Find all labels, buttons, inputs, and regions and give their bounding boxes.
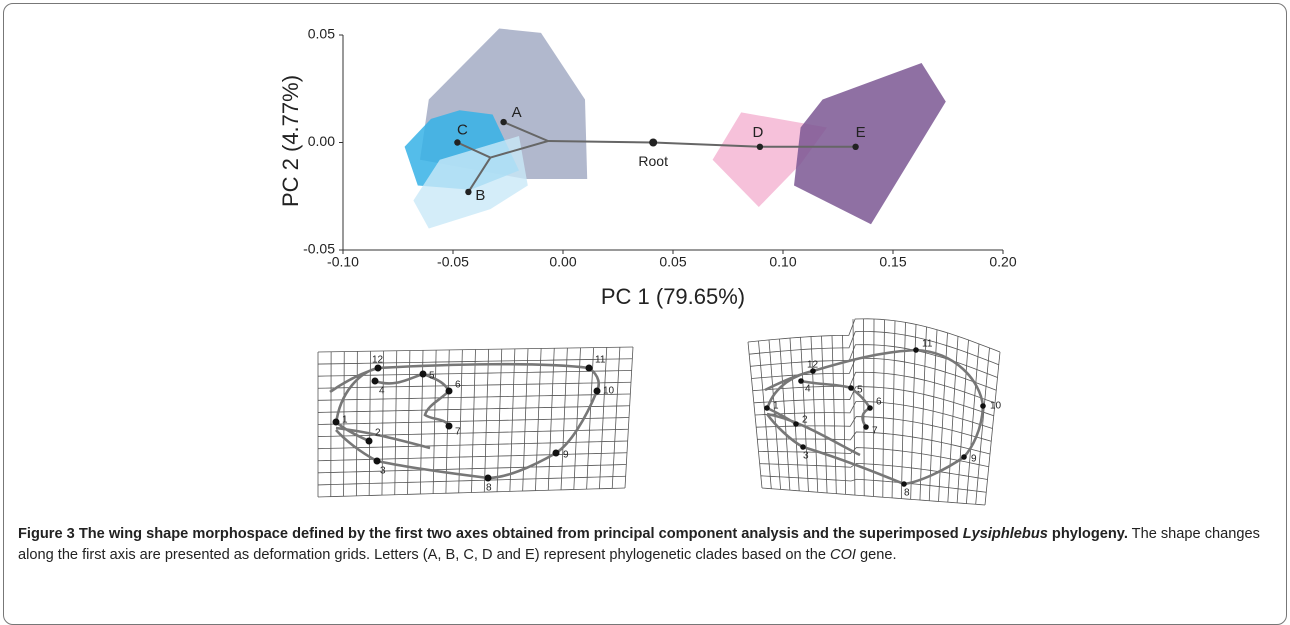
landmark-label: 6 <box>876 397 882 408</box>
landmark <box>420 371 427 378</box>
landmark <box>798 378 804 384</box>
landmark-label: 12 <box>807 360 819 371</box>
x-tick-label: 0.15 <box>879 254 906 270</box>
landmark-label: 7 <box>872 426 878 437</box>
landmark-label: 3 <box>803 451 809 462</box>
y-axis-title: PC 2 (4.77%) <box>278 75 303 207</box>
x-tick-label: 0.20 <box>989 254 1016 270</box>
x-tick-label: 0.00 <box>549 254 576 270</box>
landmark <box>374 458 381 465</box>
caption-run: COI <box>830 547 856 563</box>
landmark-label: 1 <box>342 415 348 426</box>
grid-line <box>901 322 905 498</box>
node-label: C <box>457 121 468 138</box>
landmark-label: 6 <box>455 380 461 391</box>
landmark-label: 10 <box>603 386 615 397</box>
grid-line <box>832 336 836 494</box>
landmark <box>961 454 967 460</box>
x-axis-title: PC 1 (79.65%) <box>601 284 745 309</box>
landmark-label: 3 <box>380 466 386 477</box>
landmark <box>553 450 560 457</box>
tree-node <box>649 139 657 147</box>
grid-line <box>883 320 885 498</box>
node-label: Root <box>638 153 668 169</box>
landmark-label: 12 <box>372 355 384 366</box>
landmark <box>863 424 869 430</box>
landmark <box>913 347 919 353</box>
grid-line <box>790 338 799 491</box>
tree-node <box>465 189 471 195</box>
tree-node <box>454 139 460 145</box>
grid-line <box>356 351 357 496</box>
landmark <box>800 444 806 450</box>
landmark <box>485 475 492 482</box>
landmark <box>764 405 770 411</box>
landmark-label: 5 <box>429 371 435 382</box>
tree-node <box>500 119 506 125</box>
x-tick-label: 0.05 <box>659 254 686 270</box>
tree-node <box>757 144 763 150</box>
clade-hull <box>794 63 946 224</box>
landmark <box>594 388 601 395</box>
landmark <box>586 365 593 372</box>
grid-line <box>892 321 895 498</box>
node-label: D <box>752 124 763 141</box>
tree-node <box>852 144 858 150</box>
grid-line <box>822 336 828 493</box>
landmark-label: 5 <box>857 385 863 396</box>
caption-run: phylogeny. <box>1048 526 1128 542</box>
node-label: A <box>512 104 522 121</box>
y-tick-label: 0.05 <box>308 26 335 42</box>
node-label: E <box>856 124 866 141</box>
landmark-label: 2 <box>802 415 808 426</box>
landmark <box>366 438 373 445</box>
landmark-label: 8 <box>904 488 910 499</box>
landmark-label: 4 <box>379 386 385 397</box>
landmark <box>793 421 799 427</box>
landmark <box>446 388 453 395</box>
landmark-label: 11 <box>595 355 606 366</box>
grid-line <box>874 319 875 497</box>
y-tick-label: 0.00 <box>308 133 335 149</box>
landmark-label: 9 <box>971 454 977 465</box>
landmark <box>446 423 453 430</box>
landmark <box>333 419 340 426</box>
landmark <box>867 405 873 411</box>
landmark-label: 8 <box>486 483 492 494</box>
y-tick-label: -0.05 <box>303 241 335 257</box>
landmark-label: 10 <box>990 401 1002 412</box>
landmark-label: 2 <box>375 428 381 439</box>
landmark-label: 4 <box>805 384 811 395</box>
caption-run: Lysiphlebus <box>963 526 1048 542</box>
grid-line <box>843 335 846 494</box>
landmark <box>980 403 986 409</box>
x-tick-label: 0.10 <box>769 254 796 270</box>
x-tick-label: -0.05 <box>437 254 469 270</box>
caption-run: gene. <box>856 547 897 563</box>
grid-line <box>920 327 927 500</box>
caption: Figure 3 The wing shape morphospace defi… <box>18 524 1268 566</box>
landmark-label: 11 <box>922 339 933 350</box>
landmark <box>848 385 854 391</box>
caption-run: Figure 3 The wing shape morphospace defi… <box>18 526 963 542</box>
landmark-label: 7 <box>455 427 461 438</box>
landmark-label: 9 <box>563 450 569 461</box>
landmark <box>901 481 907 487</box>
landmark-label: 1 <box>773 401 779 412</box>
node-label: B <box>475 187 485 204</box>
landmark <box>372 378 379 385</box>
